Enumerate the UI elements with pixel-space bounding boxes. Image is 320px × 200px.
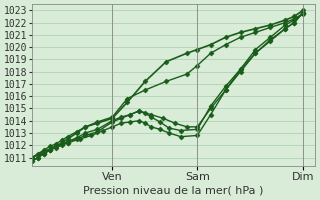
X-axis label: Pression niveau de la mer( hPa ): Pression niveau de la mer( hPa ) [83,186,264,196]
